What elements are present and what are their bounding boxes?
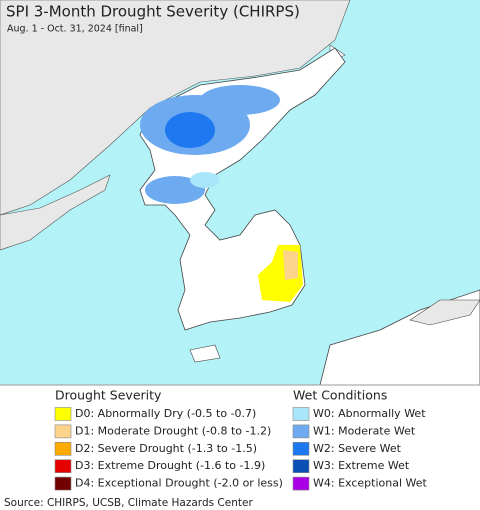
legend-label: D4: Exceptional Drought (-2.0 or less) <box>75 477 283 490</box>
legend-label: W2: Severe Wet <box>313 442 402 455</box>
island <box>189 344 221 363</box>
legend-swatch <box>54 476 72 491</box>
subtitle: Aug. 1 - Oct. 31, 2024 [final] <box>7 24 143 35</box>
peninsula-west <box>0 174 111 251</box>
legend-swatch <box>54 441 72 456</box>
legend-swatch <box>292 476 310 491</box>
legend-label: W1: Moderate Wet <box>313 424 416 437</box>
legend-label: D3: Extreme Drought (-1.6 to -1.9) <box>75 459 265 472</box>
legend-title: Wet Conditions <box>293 388 387 403</box>
legend-title: Drought Severity <box>55 388 162 403</box>
legend-swatch <box>54 459 72 474</box>
legend-swatch <box>54 407 72 421</box>
wet-area <box>165 112 215 148</box>
wet-area <box>190 172 220 188</box>
mainland <box>0 0 351 216</box>
legend-label: W0: Abnormally Wet <box>313 407 426 420</box>
legend-label: D0: Abnormally Dry (-0.5 to -0.7) <box>75 407 256 420</box>
japan <box>409 299 480 326</box>
legend-swatch <box>292 407 310 421</box>
source: Source: CHIRPS, UCSB, Climate Hazards Ce… <box>4 497 253 509</box>
legend-swatch <box>292 441 310 456</box>
wet-area <box>200 85 280 115</box>
wet-area <box>145 176 205 204</box>
dry-area <box>283 250 298 280</box>
legend-swatch <box>54 424 72 439</box>
legend-swatch <box>292 459 310 474</box>
legend-label: W4: Exceptional Wet <box>313 477 428 490</box>
title: SPI 3-Month Drought Severity (CHIRPS) <box>6 3 300 21</box>
legend-label: W3: Extreme Wet <box>313 459 410 472</box>
legend-label: D2: Severe Drought (-1.3 to -1.5) <box>75 442 257 455</box>
legend-swatch <box>292 424 310 439</box>
legend-label: D1: Moderate Drought (-0.8 to -1.2) <box>75 424 271 437</box>
